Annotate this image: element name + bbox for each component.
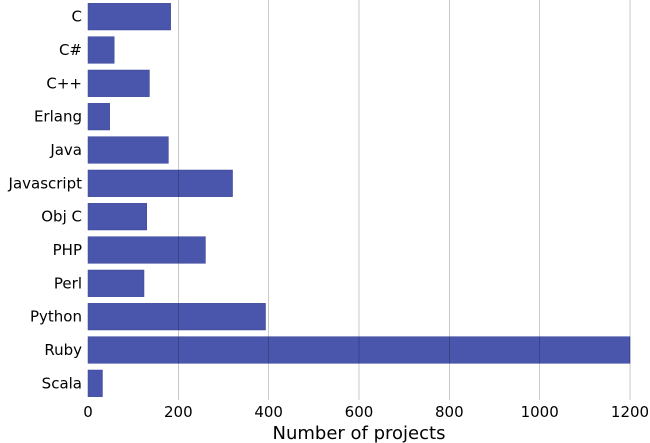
category-label: C# xyxy=(59,41,82,59)
x-axis-title: Number of projects xyxy=(273,423,446,443)
bar-c xyxy=(87,36,115,64)
bar-c xyxy=(87,3,171,31)
bar-java xyxy=(87,136,169,164)
category-label: PHP xyxy=(53,241,82,259)
bar-scala xyxy=(87,369,103,397)
bar-php xyxy=(87,236,206,264)
x-tick-label: 0 xyxy=(83,403,93,421)
x-tick-labels: 0 200 400 600 800 1000 1200 xyxy=(83,403,649,421)
category-label: Python xyxy=(30,308,82,326)
bar-erlang xyxy=(87,103,110,131)
category-label: Erlang xyxy=(34,108,82,126)
x-tick-label: 1200 xyxy=(611,403,649,421)
bars xyxy=(87,3,631,397)
category-labels: C C# C++ Erlang Java Javascript Obj C PHP Perl Py… xyxy=(8,8,83,393)
bar-python xyxy=(87,303,266,331)
category-label: Obj C xyxy=(41,208,82,226)
bar-javascript xyxy=(87,169,233,197)
bar-c xyxy=(87,69,150,97)
category-label: C++ xyxy=(46,74,82,92)
category-label: Scala xyxy=(42,374,82,392)
gridlines xyxy=(178,0,631,400)
category-label: C xyxy=(72,8,82,26)
x-tick-label: 1000 xyxy=(521,403,559,421)
category-label: Javascript xyxy=(8,174,83,192)
bar-obj-c xyxy=(87,203,147,231)
bar-perl xyxy=(87,269,145,297)
x-tick-label: 200 xyxy=(164,403,193,421)
category-label: Java xyxy=(49,141,82,159)
x-tick-label: 800 xyxy=(435,403,464,421)
x-tick-label: 400 xyxy=(254,403,283,421)
bar-ruby xyxy=(87,336,631,364)
x-tick-label: 600 xyxy=(345,403,374,421)
category-label: Ruby xyxy=(44,341,82,359)
category-label: Perl xyxy=(54,274,82,292)
